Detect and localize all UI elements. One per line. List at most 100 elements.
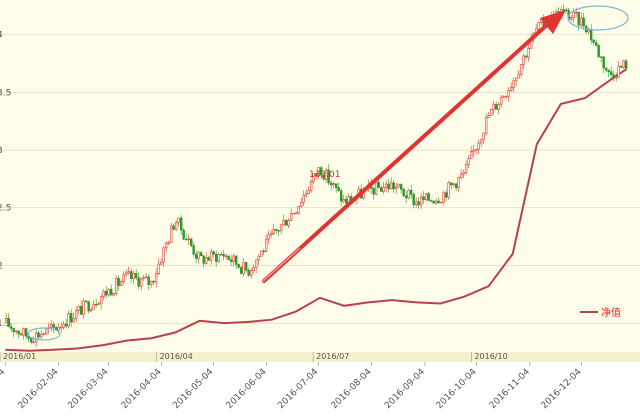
candle-body: [599, 56, 603, 58]
x-tick-label: 2016-07-04: [276, 367, 320, 411]
candle-body: [24, 328, 28, 337]
candle-body: [112, 293, 115, 296]
candle-body: [19, 333, 23, 336]
candle-body: [582, 17, 585, 27]
candle-body: [377, 181, 380, 189]
candle-body: [332, 183, 335, 186]
candle-body: [309, 180, 313, 191]
candle-body: [564, 9, 568, 11]
candle-body: [437, 200, 440, 204]
candle-body: [94, 303, 98, 306]
candle-body: [592, 39, 595, 43]
candle-body: [462, 172, 465, 175]
candle-body: [57, 326, 60, 331]
bottom-band-background: [0, 352, 640, 362]
candle-body: [487, 115, 490, 119]
candle-body: [422, 196, 425, 200]
candle-body: [299, 201, 303, 207]
candle-body: [394, 186, 398, 190]
candle-body: [172, 225, 175, 230]
candle-body: [527, 48, 530, 58]
candle-body: [502, 96, 505, 98]
candle-body: [497, 104, 500, 110]
y-tick-label: 3: [0, 146, 3, 156]
candle-body: [474, 148, 478, 151]
candle-body: [124, 272, 128, 276]
candle-body: [297, 205, 300, 214]
candle-body: [594, 42, 598, 46]
candle-body: [134, 273, 138, 279]
candle-body: [522, 55, 525, 65]
candle-body: [464, 164, 468, 173]
candle-body: [619, 65, 623, 68]
candle-body: [127, 271, 130, 274]
candle-body: [239, 267, 243, 274]
candle-body: [429, 200, 433, 202]
candle-body: [39, 334, 43, 338]
candle-body: [142, 277, 145, 280]
candle-body: [512, 80, 515, 88]
candle-body: [492, 104, 495, 110]
candle-body: [374, 181, 378, 195]
candle-body: [167, 242, 170, 244]
candle-body: [399, 184, 403, 190]
candle-body: [207, 257, 210, 261]
candle-body: [379, 187, 383, 192]
candle-body: [259, 250, 263, 257]
candle-body: [484, 117, 488, 134]
candle-body: [479, 139, 483, 144]
legend: 净值: [580, 306, 621, 319]
candle-body: [147, 276, 150, 285]
candle-body: [234, 255, 238, 265]
candle-body: [32, 341, 35, 343]
candle-body: [279, 224, 283, 232]
candle-body: [42, 333, 45, 335]
candle-body: [92, 303, 95, 310]
y-tick-label: 3.5: [0, 88, 11, 98]
candle-body: [517, 74, 520, 79]
candle-body: [524, 55, 528, 58]
candle-body: [504, 95, 508, 98]
candle-body: [222, 254, 225, 257]
candle-body: [342, 199, 345, 202]
candle-body: [237, 264, 240, 268]
candle-body: [249, 270, 253, 276]
candle-body: [139, 278, 143, 287]
candle-body: [617, 65, 620, 78]
trend-arrow-shaft: [262, 22, 550, 283]
candle-body: [197, 252, 200, 259]
candle-body: [102, 290, 105, 297]
candle-body: [204, 257, 208, 264]
candle-body: [282, 219, 285, 226]
nav-line: [5, 68, 627, 352]
candle-body: [87, 301, 90, 312]
candle-body: [62, 323, 65, 328]
candle-body: [89, 308, 93, 312]
candle-body: [329, 182, 333, 186]
candle-body: [157, 263, 160, 274]
candle-body: [287, 220, 290, 226]
x-tick-label: 2016-04-04: [120, 367, 164, 411]
candle-body: [444, 192, 448, 198]
candle-body: [269, 233, 273, 236]
candle-body: [177, 217, 180, 223]
candle-body: [574, 11, 578, 14]
candle-body: [214, 253, 218, 262]
candle-body: [219, 253, 223, 256]
candle-body: [447, 182, 450, 198]
candle-body: [304, 192, 308, 196]
candle-body: [442, 192, 445, 203]
candle-body: [412, 194, 415, 206]
candle-body: [224, 255, 228, 258]
candle-body: [389, 182, 393, 190]
candle-body: [14, 330, 18, 333]
candle-body: [519, 64, 523, 75]
candle-body: [434, 200, 438, 204]
candle-body: [64, 323, 68, 327]
candle-body: [132, 273, 135, 279]
candle-body: [319, 167, 323, 176]
candle-body: [137, 277, 140, 287]
candle-body: [212, 251, 215, 255]
candle-body: [537, 21, 540, 30]
annotations-layer: 133.01: [27, 5, 629, 341]
